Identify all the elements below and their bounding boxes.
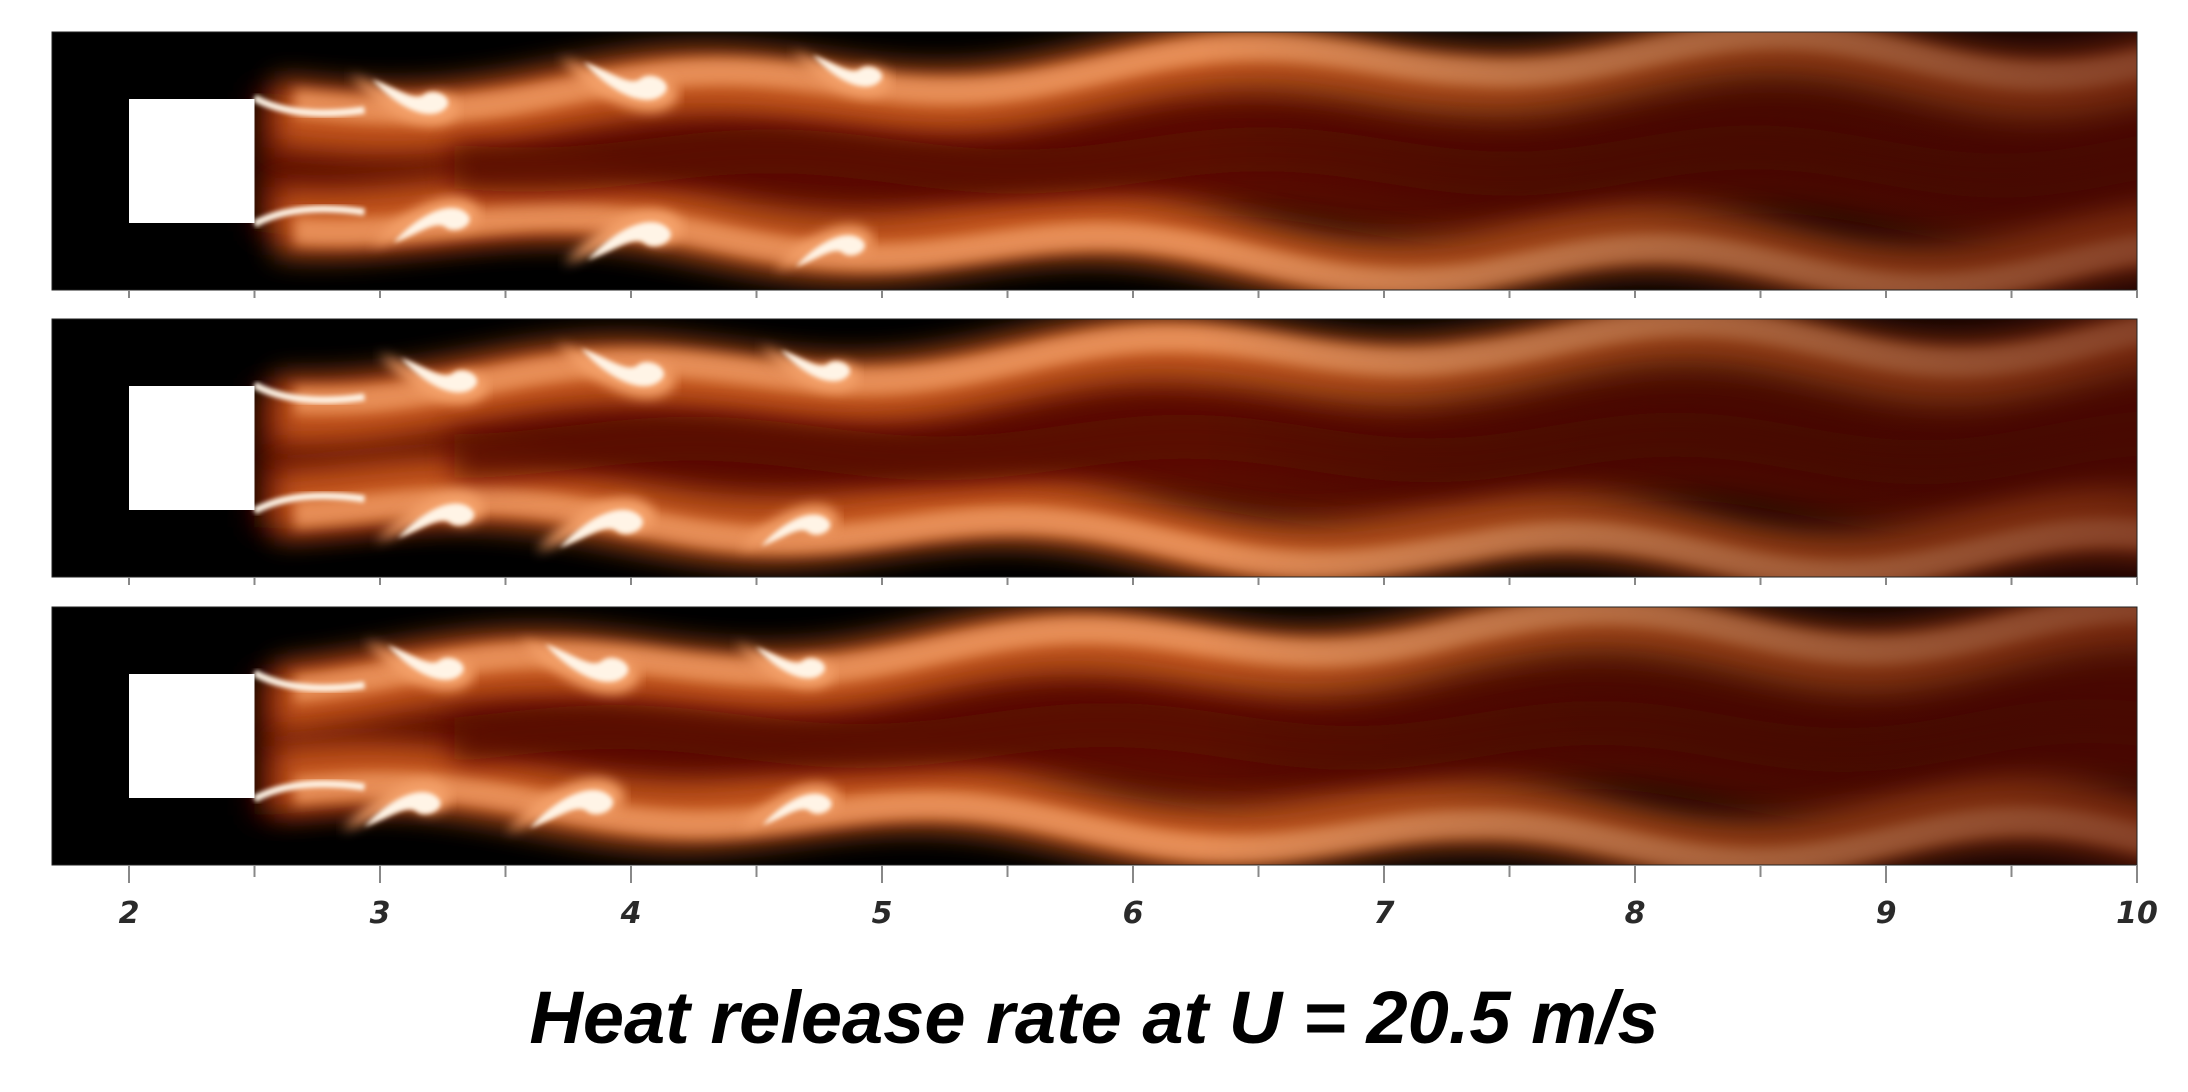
tick-label: 9 <box>1876 896 1897 931</box>
x-axis: 2 3 4 5 6 7 8 9 10 <box>119 865 2158 931</box>
tick-label: 4 <box>620 896 642 931</box>
flame-panel <box>51 606 2138 873</box>
flame-panel <box>51 318 2138 585</box>
bluff-body <box>129 674 255 798</box>
tick-label: 3 <box>370 896 391 931</box>
tick-label: 7 <box>1374 896 1395 931</box>
tick-label: 6 <box>1123 896 1144 931</box>
bluff-body <box>129 99 255 223</box>
tick-label: 8 <box>1625 896 1646 931</box>
figure-caption: Heat release rate at U = 20.5 m/s <box>529 976 1659 1059</box>
flame-panel <box>51 31 2138 298</box>
bluff-body <box>129 386 255 510</box>
tick-label: 2 <box>119 896 140 931</box>
tick-label: 5 <box>872 896 893 931</box>
flame-panels <box>51 31 2138 873</box>
tick-label: 10 <box>2116 896 2158 931</box>
